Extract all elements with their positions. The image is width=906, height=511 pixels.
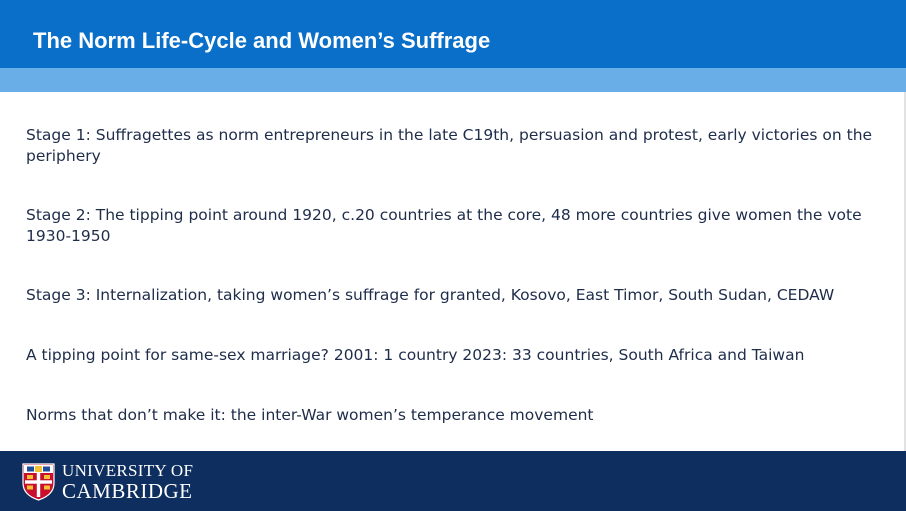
title-bar: The Norm Life-Cycle and Women’s Suffrage (0, 0, 906, 68)
slide-edge-divider (904, 92, 906, 451)
logo-line-2: CAMBRIDGE (62, 479, 193, 503)
bullet-stage-1: Stage 1: Suffragettes as norm entreprene… (26, 126, 873, 165)
slide-title: The Norm Life-Cycle and Women’s Suffrage (33, 28, 491, 53)
accent-bar (0, 68, 906, 92)
bullet-temperance: Norms that don’t make it: the inter-War … (26, 406, 594, 424)
bullet-stage-3: Stage 3: Internalization, taking women’s… (26, 286, 835, 304)
university-crest-icon (22, 463, 55, 501)
footer-bar: UNIVERSITY OF CAMBRIDGE (0, 451, 906, 511)
university-logo-text: UNIVERSITY OF CAMBRIDGE (62, 461, 193, 502)
bullet-stage-2: Stage 2: The tipping point around 1920, … (26, 206, 862, 245)
bullet-same-sex-marriage: A tipping point for same-sex marriage? 2… (26, 346, 805, 364)
logo-line-1: UNIVERSITY OF (62, 461, 194, 480)
